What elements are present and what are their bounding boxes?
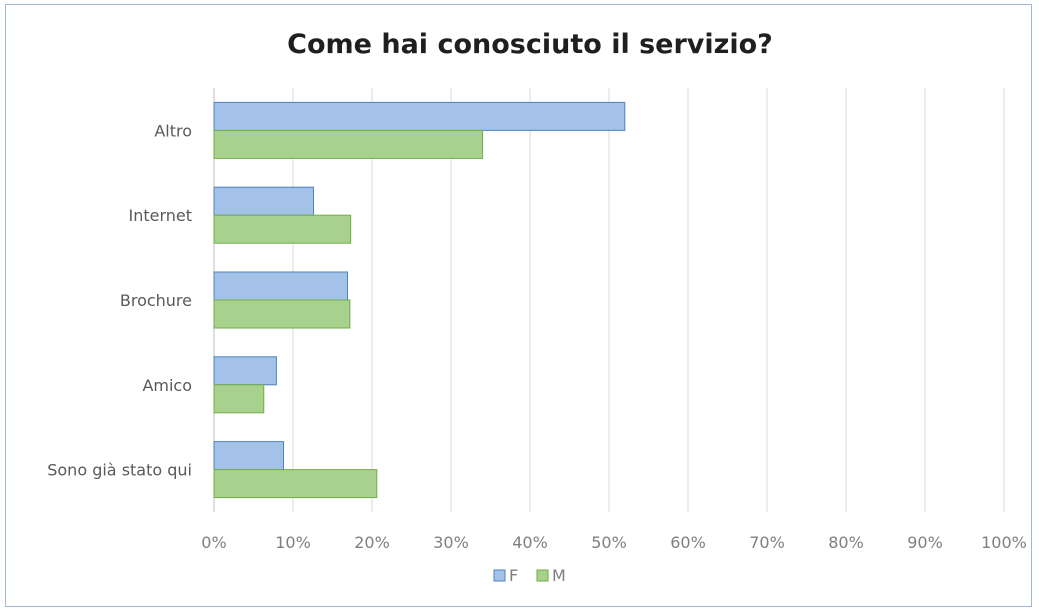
x-tick-label: 50% — [591, 533, 627, 552]
x-tick-label: 40% — [512, 533, 548, 552]
x-tick-label: 30% — [433, 533, 469, 552]
legend-swatch — [536, 569, 549, 582]
x-tick-label: 10% — [275, 533, 311, 552]
x-tick-label: 100% — [981, 533, 1027, 552]
x-tick-label: 90% — [907, 533, 943, 552]
legend-label: M — [552, 566, 566, 585]
bar-f — [213, 101, 626, 131]
legend-swatch — [493, 569, 506, 582]
legend-label: F — [509, 566, 518, 585]
bar-m — [213, 384, 265, 414]
category-label: Amico — [142, 376, 192, 395]
x-tick-label: 0% — [201, 533, 226, 552]
x-tick-labels: 0% 10% 20% 30% 40% 50% 60% 70% 80% 90% 100% — [201, 533, 1027, 552]
chart-title: Come hai conosciuto il servizio? — [287, 29, 773, 60]
category-label: Brochure — [120, 291, 192, 310]
bar-f — [213, 271, 349, 301]
bar-m — [213, 214, 352, 244]
bar-f — [213, 186, 315, 216]
bar-f — [213, 356, 277, 386]
category-label: Internet — [128, 206, 192, 225]
category-label: Altro — [154, 121, 192, 140]
x-tick-label: 20% — [354, 533, 390, 552]
bar-m — [213, 299, 351, 329]
x-tick-label: 60% — [670, 533, 706, 552]
bar-m — [213, 129, 484, 159]
bar-m — [213, 469, 378, 499]
category-labels: Altro Internet Brochure Amico Sono già stato… — [47, 121, 192, 479]
bars — [213, 101, 626, 499]
category-label: Sono già stato qui — [47, 461, 192, 480]
x-tick-label: 80% — [828, 533, 864, 552]
x-tick-label: 70% — [749, 533, 785, 552]
bar-f — [213, 441, 285, 471]
